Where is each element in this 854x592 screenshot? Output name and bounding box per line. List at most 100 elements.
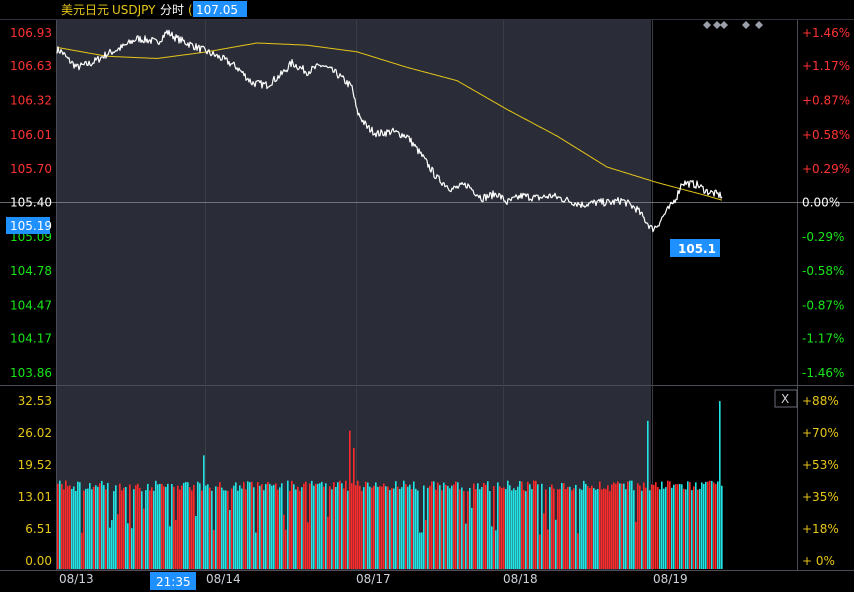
volume-bar: [411, 489, 413, 569]
diamond-icon[interactable]: [742, 21, 750, 29]
volume-bar: [533, 480, 535, 569]
volume-bar: [215, 486, 217, 569]
volume-bar: [379, 486, 381, 569]
volume-bar: [97, 486, 99, 569]
volume-bar: [179, 489, 181, 569]
time-axis: 08/13 08/14 08/17 08/18 08/19: [59, 572, 688, 586]
volume-bar: [721, 485, 723, 569]
diamond-icon[interactable]: [755, 21, 763, 29]
volume-bar: [413, 481, 415, 569]
volume-bar: [531, 489, 533, 569]
volume-bar: [527, 481, 529, 569]
volume-bar: [119, 483, 121, 569]
volume-bar: [133, 489, 135, 569]
volume-bar: [591, 485, 593, 569]
volume-bar: [431, 481, 433, 569]
price-tick-label: 106.01: [10, 128, 52, 142]
percent-tick-label: 0.00%: [802, 195, 840, 209]
percent-tick-label: -1.17%: [802, 332, 844, 346]
volume-bar: [73, 486, 75, 569]
volume-bar: [99, 483, 101, 569]
volume-bar: [205, 485, 207, 569]
volume-bar: [611, 484, 613, 569]
volume-bar: [353, 447, 355, 569]
volume-bar: [427, 487, 429, 569]
volume-bar: [209, 487, 211, 569]
volume-bar: [335, 487, 337, 569]
diamond-icon[interactable]: [703, 21, 711, 29]
percent-tick-label: +0.29%: [802, 162, 850, 176]
volume-bar: [467, 491, 469, 569]
volume-bar: [301, 487, 303, 569]
volume-bar: [465, 523, 467, 569]
volume-bar: [643, 482, 645, 569]
volume-bar: [271, 485, 273, 569]
event-markers[interactable]: [703, 21, 763, 29]
price-tick-label: 104.17: [10, 332, 52, 346]
volume-bar: [709, 480, 711, 569]
volume-bar: [355, 485, 357, 569]
volume-bar: [77, 481, 79, 569]
average-price-line: [56, 42, 723, 201]
volume-bar: [565, 489, 567, 569]
volume-bar: [181, 485, 183, 569]
volume-bar: [683, 488, 685, 569]
diamond-icon[interactable]: [720, 21, 728, 29]
volume-bar: [503, 487, 505, 569]
diamond-icon[interactable]: [713, 21, 721, 29]
volume-bar: [277, 489, 279, 569]
volume-bar: [259, 485, 261, 569]
volume-bar: [613, 482, 615, 569]
close-volume-panel-button[interactable]: X: [774, 389, 798, 408]
volume-bar: [351, 483, 353, 569]
volume-bar: [245, 489, 247, 569]
volume-bar: [457, 482, 459, 569]
volume-bar: [571, 490, 573, 569]
volume-tick-label: 6.51: [25, 522, 52, 536]
volume-bar: [323, 486, 325, 569]
volume-bar: [189, 487, 191, 569]
volume-bar: [293, 484, 295, 569]
volume-bar: [81, 532, 83, 569]
percent-tick-label: +1.17%: [802, 59, 850, 73]
volume-bar: [347, 490, 349, 569]
volume-bar: [103, 485, 105, 569]
volume-bar: [161, 483, 163, 569]
volume-bar: [517, 486, 519, 569]
volume-bar: [561, 483, 563, 569]
volume-bar: [263, 490, 265, 569]
volume-bar: [421, 532, 423, 569]
crosshair-price-label: 105.19: [10, 219, 52, 233]
volume-bar: [691, 490, 693, 569]
percent-tick-label: -0.87%: [802, 298, 844, 312]
crosshair-time-label: 21:35: [156, 575, 191, 589]
volume-bar: [407, 486, 409, 569]
volume-bar: [485, 484, 487, 569]
last-price-header-badge: [193, 1, 247, 17]
volume-bar: [289, 490, 291, 569]
price-tick-label: 106.63: [10, 59, 52, 73]
volume-bar: [393, 488, 395, 569]
volume-bar: [653, 484, 655, 569]
volume-bar: [217, 486, 219, 569]
volume-bar: [249, 482, 251, 569]
volume-bar: [187, 482, 189, 569]
volume-bar: [651, 484, 653, 569]
close-icon[interactable]: X: [781, 392, 789, 406]
volume-bar: [125, 487, 127, 569]
volume-bar: [239, 485, 241, 569]
volume-bar: [111, 520, 113, 569]
volume-bar: [537, 484, 539, 569]
price-panel-active-bg: [57, 20, 651, 386]
volume-bar: [509, 485, 511, 569]
volume-bar: [231, 488, 233, 569]
volume-bar: [689, 482, 691, 569]
volume-bar: [629, 480, 631, 569]
price-tick-label: 105.70: [10, 162, 52, 176]
volume-bar: [429, 485, 431, 569]
symbol-name: 美元日元: [61, 3, 109, 17]
volume-bar: [131, 528, 133, 569]
volume-bar: [101, 480, 103, 569]
price-axis-right: +1.46% +1.17% +0.87% +0.58% +0.29% 0.00% -0.29…: [802, 26, 850, 380]
crosshair-price-badge: [6, 217, 50, 234]
